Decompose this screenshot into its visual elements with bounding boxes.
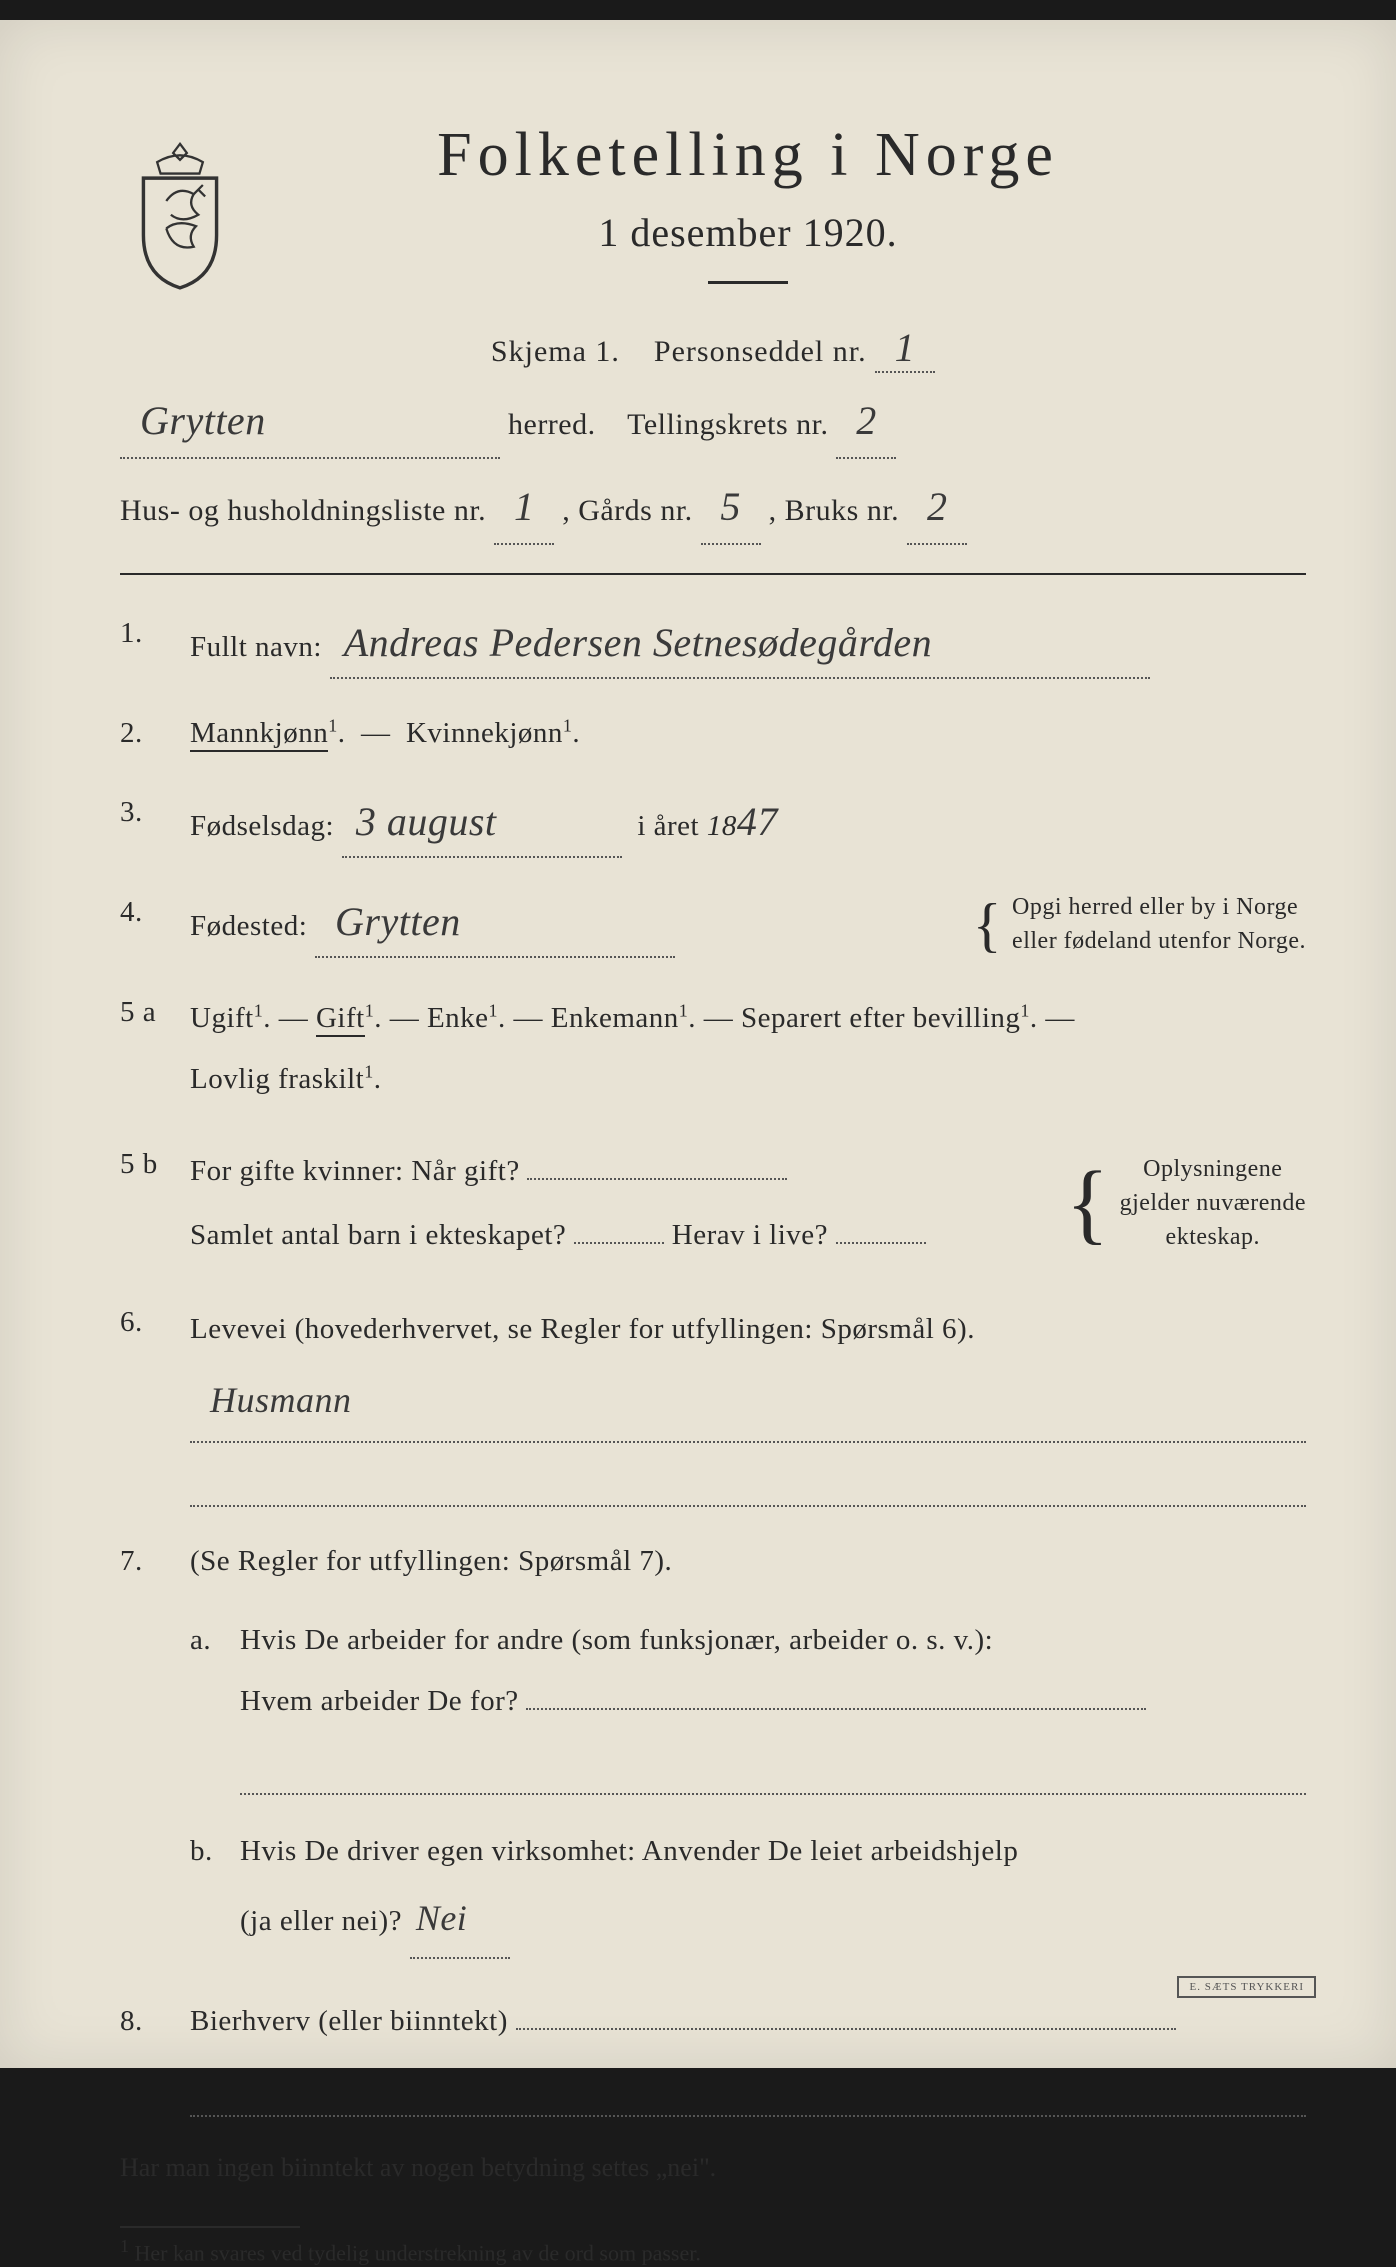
q7a-line2: Hvem arbeider De for? [240, 1685, 519, 1717]
question-7a: a. Hvis De arbeider for andre (som funks… [190, 1610, 1306, 1794]
q7a-blank [526, 1708, 1146, 1710]
meta-skjema-line: Skjema 1. Personseddel nr. 1 [120, 324, 1306, 373]
q6-blank-2 [190, 1461, 1306, 1507]
question-1: 1. Fullt navn: Andreas Pedersen Setnesød… [120, 609, 1306, 679]
q3-year-label: i året [637, 810, 699, 842]
q8-blank [516, 2028, 1176, 2030]
q5b-num: 5 b [120, 1140, 190, 1268]
q5b-line2a: Samlet antal barn i ekteskapet? [190, 1219, 566, 1251]
q5a-fraskilt: Lovlig fraskilt [190, 1063, 364, 1095]
q1-num: 1. [120, 609, 190, 679]
q8-blank-2 [190, 2070, 1306, 2116]
q7b-line1: Hvis De driver egen virksomhet: Anvender… [240, 1835, 1018, 1867]
q8-label: Bierhverv (eller biinntekt) [190, 2005, 508, 2037]
q2-kvinne: Kvinnekjønn [406, 717, 563, 749]
brace-icon: { [973, 901, 1002, 949]
footer-instruction: Har man ingen biinntekt av nogen betydni… [120, 2147, 1306, 2189]
gards-label: , Gårds nr. [562, 494, 692, 527]
question-8: 8. Bierhverv (eller biinntekt) [120, 1997, 1306, 2117]
q6-value: Husmann [190, 1361, 1306, 1442]
question-6: 6. Levevei (hovederhvervet, se Regler fo… [120, 1298, 1306, 1507]
q4-note-2: eller fødeland utenfor Norge. [1012, 925, 1306, 959]
header: Folketelling i Norge 1 desember 1920. [120, 120, 1306, 314]
q5a-num: 5 a [120, 988, 190, 1110]
bruks-nr: 2 [907, 471, 967, 545]
herred-label: herred. [508, 408, 596, 441]
herred-name: Grytten [120, 385, 500, 459]
q3-year-prefix: 18 [707, 810, 737, 842]
q5a-separert: Separert efter bevilling [741, 1002, 1020, 1034]
q7b-line2: (ja eller nei)? [240, 1905, 402, 1937]
brace-icon: { [1066, 1168, 1110, 1240]
question-2: 2. Mannkjønn1. — Kvinnekjønn1. [120, 709, 1306, 758]
skjema-label: Skjema 1. [491, 335, 620, 368]
q5b-line2b: Herav i live? [672, 1219, 828, 1251]
coat-of-arms-icon [120, 137, 240, 297]
question-7b: b. Hvis De driver egen virksomhet: Anven… [190, 1821, 1306, 1959]
q5b-line1: For gifte kvinner: Når gift? [190, 1155, 520, 1187]
meta-herred-line: Grytten herred. Tellingskrets nr. 2 [120, 385, 1306, 459]
tellingskrets-label: Tellingskrets nr. [627, 408, 828, 441]
q6-num: 6. [120, 1298, 190, 1507]
q7-num: 7. [120, 1537, 190, 1985]
gards-nr: 5 [701, 471, 761, 545]
q8-num: 8. [120, 1997, 190, 2117]
footnote-rule [120, 2226, 300, 2228]
bruks-label: , Bruks nr. [769, 494, 900, 527]
q5b-note: { Oplysningene gjelder nuværende ekteska… [1066, 1153, 1306, 1254]
printer-stamp: E. SÆTS TRYKKERI [1177, 1976, 1316, 1998]
q5a-gift: Gift [316, 1002, 365, 1037]
q4-note-1: Opgi herred eller by i Norge [1012, 891, 1306, 925]
q5b-live-blank [836, 1242, 926, 1244]
q7a-line1: Hvis De arbeider for andre (som funksjon… [240, 1624, 993, 1656]
q7b-value: Nei [410, 1881, 510, 1959]
q4-label: Fødested: [190, 910, 307, 942]
q5b-note-3: ekteskap. [1120, 1221, 1306, 1255]
q1-label: Fullt navn: [190, 631, 322, 663]
q1-value: Andreas Pedersen Setnesødegården [330, 609, 1150, 679]
meta-liste-line: Hus- og husholdningsliste nr. 1 , Gårds … [120, 471, 1306, 545]
q5b-note-1: Oplysningene [1120, 1153, 1306, 1187]
footnote-sup: 1 [120, 2236, 129, 2256]
question-3: 3. Fødselsdag: 3 august i året 1847 [120, 788, 1306, 858]
q2-mann: Mannkjønn [190, 717, 328, 752]
personseddel-nr: 1 [875, 324, 935, 373]
q3-num: 3. [120, 788, 190, 858]
q7a-letter: a. [190, 1610, 240, 1794]
q5b-barn-blank [574, 1242, 664, 1244]
q3-year-value: 47 [737, 799, 778, 844]
question-5a: 5 a Ugift1. — Gift1. — Enke1. — Enkemann… [120, 988, 1306, 1110]
q3-label: Fødselsdag: [190, 810, 334, 842]
question-4: 4. Fødested: Grytten { Opgi herred eller… [120, 888, 1306, 958]
q5b-note-2: gjelder nuværende [1120, 1187, 1306, 1221]
main-divider [120, 573, 1306, 575]
title-main: Folketelling i Norge [270, 120, 1226, 191]
tellingskrets-nr: 2 [836, 385, 896, 459]
title-divider [708, 281, 788, 284]
q2-num: 2. [120, 709, 190, 758]
question-7: 7. (Se Regler for utfyllingen: Spørsmål … [120, 1537, 1306, 1985]
question-5b: 5 b For gifte kvinner: Når gift? Samlet … [120, 1140, 1306, 1268]
q4-note: { Opgi herred eller by i Norge eller fød… [973, 891, 1306, 958]
footnote: 1 Her kan svares ved tydelig understrekn… [120, 2236, 1306, 2266]
q7-label: (Se Regler for utfyllingen: Spørsmål 7). [190, 1537, 1306, 1586]
footnote-text: Her kan svares ved tydelig understreknin… [135, 2241, 701, 2266]
liste-nr: 1 [494, 471, 554, 545]
q5a-ugift: Ugift [190, 1002, 254, 1034]
q4-num: 4. [120, 888, 190, 958]
q6-label: Levevei (hovederhvervet, se Regler for u… [190, 1313, 975, 1345]
census-form-page: Folketelling i Norge 1 desember 1920. Sk… [0, 20, 1396, 2068]
q7b-letter: b. [190, 1821, 240, 1959]
q7a-blank-2 [240, 1748, 1306, 1794]
q4-value: Grytten [315, 888, 675, 958]
title-subtitle: 1 desember 1920. [270, 209, 1226, 256]
liste-label: Hus- og husholdningsliste nr. [120, 494, 486, 527]
q5a-enke: Enke [427, 1002, 489, 1034]
q3-day: 3 august [342, 788, 622, 858]
title-block: Folketelling i Norge 1 desember 1920. [270, 120, 1306, 314]
personseddel-label: Personseddel nr. [654, 335, 867, 368]
q5a-enkemann: Enkemann [551, 1002, 679, 1034]
q5b-gift-blank [527, 1178, 787, 1180]
